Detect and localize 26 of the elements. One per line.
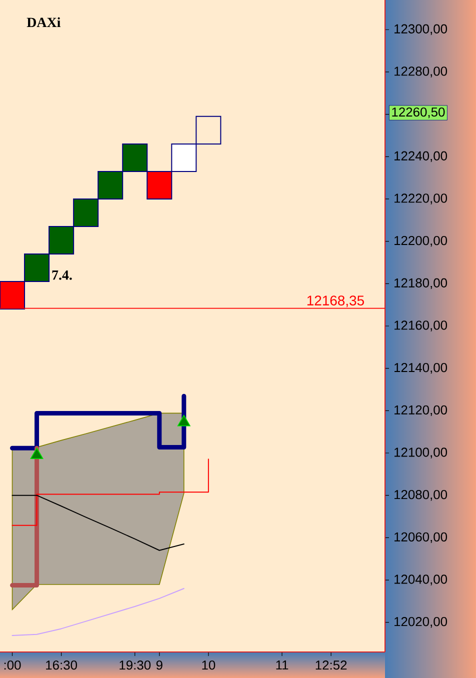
- x-tick-label: 10: [202, 660, 216, 670]
- text: 12260,50: [392, 107, 445, 118]
- y-tick-label: 12280,00: [394, 66, 448, 78]
- ref-line-label: 12168,35: [307, 296, 364, 308]
- x-tick-label: 11: [276, 660, 288, 670]
- y-tick-label: 12240,00: [394, 151, 448, 162]
- y-tick-label: 12060,00: [394, 532, 448, 544]
- y-tick-label: 12180,00: [394, 278, 448, 290]
- x-tick-label: :00: [4, 660, 21, 670]
- y-tick-label: 12040,00: [394, 574, 448, 586]
- y-tick-label: 12140,00: [394, 362, 448, 374]
- y-tick-label: 12220,00: [394, 194, 448, 204]
- y-tick-label: 12080,00: [394, 490, 448, 501]
- y-tick-label: 12120,00: [394, 405, 448, 416]
- line-series: [12, 494, 184, 551]
- text: DAXi: [26, 17, 60, 28]
- y-tick-label: 12100,00: [394, 448, 448, 458]
- x-tick-label: 12:52: [316, 660, 347, 670]
- x-tick-label: 9: [156, 660, 162, 670]
- y-tick-label: 12200,00: [394, 236, 448, 247]
- y-tick-label: 12020,00: [394, 617, 448, 628]
- y-tick-label: 12300,00: [394, 24, 448, 35]
- annotation: 7.4.: [52, 270, 72, 280]
- x-tick-label: 19:30: [120, 660, 151, 670]
- x-tick-label: 16:30: [46, 660, 78, 670]
- y-tick-label: 12160,00: [394, 320, 448, 332]
